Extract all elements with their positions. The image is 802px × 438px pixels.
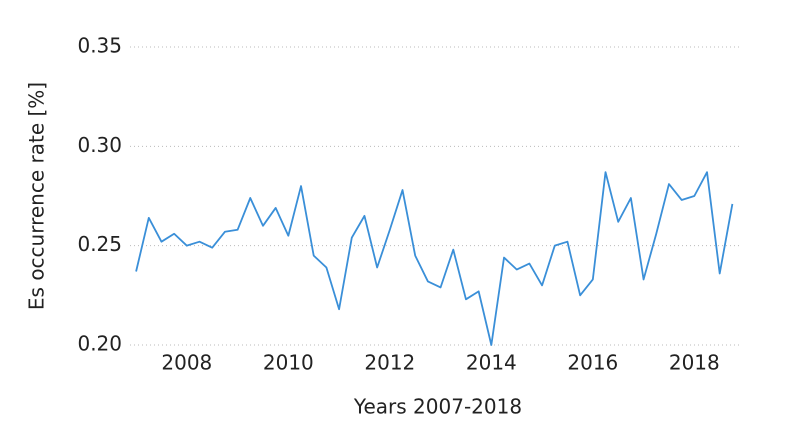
y-tick-label: 0.25 [77, 232, 122, 256]
x-tick-label: 2018 [669, 351, 720, 375]
x-tick-label: 2012 [364, 351, 415, 375]
x-tick-label: 2016 [567, 351, 618, 375]
x-tick-label: 2014 [466, 351, 517, 375]
y-tick-label: 0.20 [77, 332, 122, 356]
x-axis-label: Years 2007-2018 [353, 395, 522, 419]
y-tick-label: 0.35 [77, 34, 122, 58]
x-tick-label: 2008 [161, 351, 212, 375]
y-tick-label: 0.30 [77, 133, 122, 157]
data-line [135, 171, 734, 346]
x-tick-label: 2010 [263, 351, 314, 375]
y-axis-label: Es occurrence rate [%] [25, 82, 49, 310]
